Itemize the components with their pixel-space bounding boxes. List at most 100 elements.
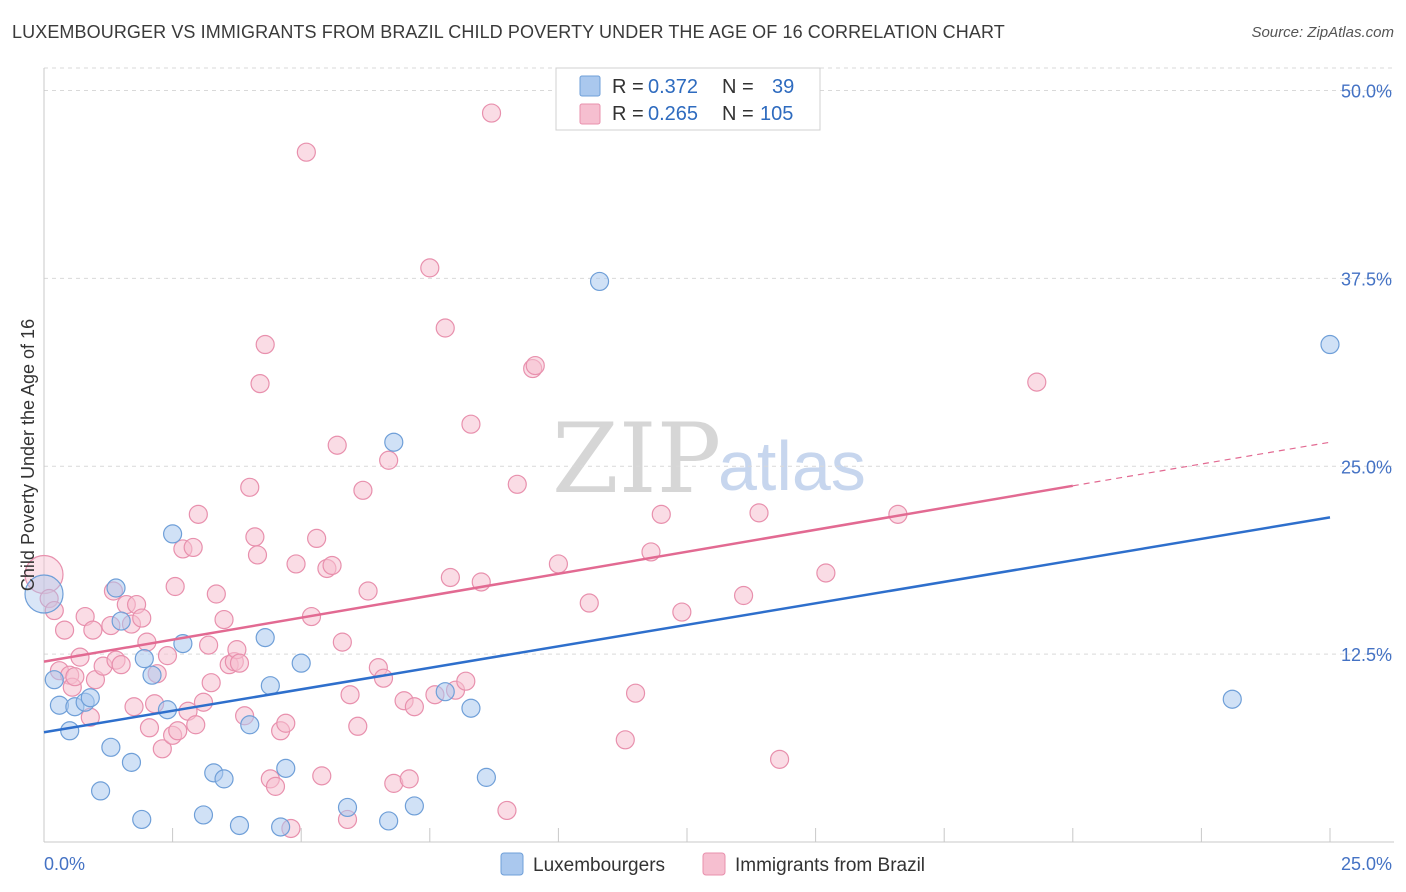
point-luxembourgers-26 xyxy=(276,758,296,778)
point-luxembourgers-10 xyxy=(111,611,131,631)
point-luxembourgers-18 xyxy=(193,805,214,825)
legend-r-label-2: R = xyxy=(612,103,644,125)
point-brazil-51 xyxy=(255,334,275,355)
point-brazil-77 xyxy=(404,697,424,717)
point-brazil-87 xyxy=(497,800,517,821)
point-luxembourgers-8 xyxy=(101,737,121,757)
point-luxembourgers-12 xyxy=(132,809,152,830)
series-legend: Luxembourgers Immigrants from Brazil xyxy=(500,852,925,876)
point-brazil-88 xyxy=(507,474,527,494)
point-luxembourgers-31 xyxy=(404,796,424,816)
point-luxembourgers-1 xyxy=(44,670,64,690)
point-brazil-61 xyxy=(312,766,332,786)
point-brazil-80 xyxy=(435,318,455,338)
point-brazil-96 xyxy=(651,504,671,524)
point-brazil-63 xyxy=(322,555,342,576)
grid-lines xyxy=(44,67,1394,655)
point-brazil-20 xyxy=(124,697,144,717)
point-brazil-27 xyxy=(152,739,172,759)
trend-line-immigrants-from-brazil-extension xyxy=(1072,441,1331,487)
chart-title: LUXEMBOURGER VS IMMIGRANTS FROM BRAZIL C… xyxy=(12,22,1005,42)
point-luxembourgers-37 xyxy=(1320,334,1340,355)
y-axis-title: Child Poverty Under the Age of 16 xyxy=(18,319,38,591)
watermark-zip: ZIP xyxy=(552,403,721,515)
series-immigrants-from-brazil xyxy=(24,103,1047,839)
axes xyxy=(43,68,1394,843)
point-brazil-98 xyxy=(733,585,754,606)
point-brazil-57 xyxy=(286,554,306,574)
point-luxembourgers-7 xyxy=(90,781,111,801)
point-brazil-53 xyxy=(265,776,286,796)
y-tick-label-3: 50.0% xyxy=(1341,82,1392,102)
bottom-legend-swatch-luxembourgers xyxy=(500,852,524,876)
trend-line-immigrants-from-brazil xyxy=(43,484,1074,663)
point-brazil-45 xyxy=(229,653,250,673)
legend-r-value-1: 0.372 xyxy=(648,76,698,98)
trend-lines xyxy=(43,441,1331,734)
point-brazil-68 xyxy=(348,716,368,736)
point-luxembourgers-13 xyxy=(134,649,154,669)
point-brazil-90 xyxy=(525,355,545,376)
point-brazil-83 xyxy=(456,671,476,691)
point-brazil-50 xyxy=(250,374,270,394)
legend-n-label-1: N = xyxy=(722,76,754,98)
point-brazil-78 xyxy=(420,258,440,278)
point-brazil-31 xyxy=(168,721,188,741)
point-brazil-24 xyxy=(139,718,160,738)
point-brazil-84 xyxy=(461,414,481,434)
y-tick-label-2: 37.5% xyxy=(1341,269,1392,289)
point-brazil-72 xyxy=(373,668,394,688)
x-tick-label-0: 0.0% xyxy=(44,854,85,874)
point-brazil-103 xyxy=(1027,372,1047,392)
legend-r-value-2: 0.265 xyxy=(648,103,698,125)
point-luxembourgers-16 xyxy=(163,524,183,544)
point-brazil-58 xyxy=(296,142,316,162)
point-brazil-4 xyxy=(54,620,75,640)
legend-n-value-1: 39 xyxy=(772,76,794,98)
point-brazil-7 xyxy=(65,667,85,687)
point-luxembourgers-30 xyxy=(384,432,404,452)
point-brazil-76 xyxy=(399,769,419,789)
point-luxembourgers-11 xyxy=(121,752,142,772)
point-luxembourgers-36 xyxy=(1222,689,1242,709)
point-luxembourgers-14 xyxy=(142,665,162,685)
y-tick-label-1: 25.0% xyxy=(1341,457,1392,477)
point-luxembourgers-29 xyxy=(379,811,399,831)
series-luxembourgers xyxy=(24,271,1340,837)
point-brazil-97 xyxy=(672,602,692,622)
bottom-legend-swatch-immigrants-from-brazil xyxy=(702,852,726,876)
point-brazil-100 xyxy=(769,749,790,769)
source-label: Source: ZipAtlas.com xyxy=(1251,24,1394,41)
point-brazil-38 xyxy=(199,635,219,655)
point-luxembourgers-32 xyxy=(435,682,455,702)
point-brazil-73 xyxy=(379,450,399,470)
point-luxembourgers-9 xyxy=(106,578,126,598)
bottom-legend-label-immigrants-from-brazil: Immigrants from Brazil xyxy=(735,855,925,876)
point-brazil-86 xyxy=(481,103,502,123)
point-luxembourgers-34 xyxy=(476,767,496,787)
legend-n-label-2: N = xyxy=(722,103,754,125)
point-luxembourgers-0 xyxy=(24,574,64,614)
point-brazil-48 xyxy=(245,527,265,547)
trend-line-luxembourgers xyxy=(43,516,1331,734)
point-luxembourgers-27 xyxy=(291,653,311,673)
point-luxembourgers-6 xyxy=(80,688,100,708)
point-brazil-99 xyxy=(749,503,769,523)
point-luxembourgers-35 xyxy=(589,271,610,292)
legend-swatch-immigrants-from-brazil xyxy=(579,103,601,125)
watermark: ZIP atlas xyxy=(552,403,866,515)
point-brazil-35 xyxy=(186,715,206,735)
point-brazil-49 xyxy=(247,545,268,565)
point-brazil-65 xyxy=(332,632,352,652)
point-brazil-69 xyxy=(353,480,373,500)
point-brazil-81 xyxy=(440,567,460,588)
point-brazil-41 xyxy=(214,609,234,630)
point-brazil-22 xyxy=(132,608,152,628)
point-brazil-94 xyxy=(625,683,646,703)
point-brazil-40 xyxy=(206,584,226,604)
point-brazil-67 xyxy=(340,685,360,705)
point-luxembourgers-23 xyxy=(255,628,275,648)
y-tick-label-0: 12.5% xyxy=(1341,645,1392,665)
point-brazil-17 xyxy=(111,655,131,675)
